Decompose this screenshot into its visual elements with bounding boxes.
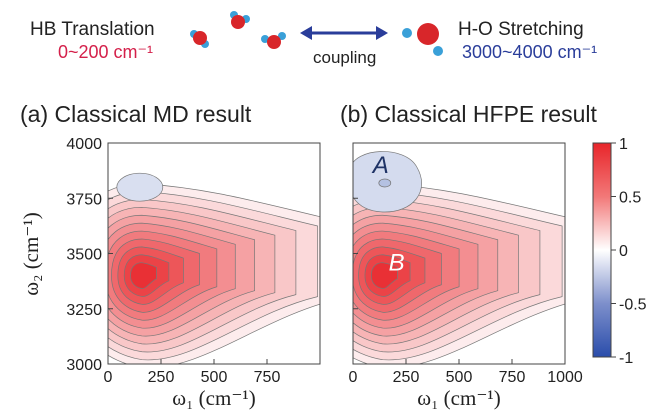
panel-b-axes: 0 250 500 750 1000 [349,142,583,386]
y-axis-label: ω₂ (cm⁻¹) [19,212,43,295]
colorbar-gradient [592,142,612,358]
colorbar-tick-label: -0.5 [619,297,647,314]
x-tick-label: 250 [393,369,420,386]
panel-a-axes: 0 250 500 750 3000 3250 3500 3750 4000 [66,136,280,386]
hb-translation-range: 0~200 cm⁻¹ [58,42,153,62]
water-molecule [261,32,286,49]
colorbar-tick-label: -1 [619,350,633,367]
hb-translation-title: HB Translation [30,19,155,40]
colorbar-tick-label: 1 [619,136,628,153]
colorbar-tick-label: 0 [619,243,628,260]
positive-contour-level [130,262,157,289]
x-tick-label: 750 [254,369,281,386]
feature-label-a: A [371,152,389,179]
y-tick-label: 4000 [66,136,102,153]
panel-a-contours [108,172,320,364]
x-tick-label: 500 [201,369,228,386]
coupling-label: coupling [313,48,376,67]
y-tick-label: 3500 [66,247,102,264]
panel-a-x-axis-label: ω₁ (cm⁻¹) [172,386,255,410]
ho-stretching-range: 3000~4000 cm⁻¹ [462,42,597,62]
water-molecules-left [190,11,286,49]
panel-b-contours [353,151,565,364]
y-tick-label: 3000 [66,357,102,374]
water-molecule [190,30,209,48]
x-tick-label: 250 [148,369,175,386]
ho-stretching-title: H-O Stretching [458,19,584,40]
x-tick-label: 0 [104,369,113,386]
positive-contour-level [370,262,398,289]
panel-a-title: (a) Classical MD result [20,101,252,127]
negative-contour [116,172,164,202]
panel-b-title: (b) Classical HFPE result [340,101,597,127]
x-tick-label: 0 [349,369,358,386]
coupling-arrow [300,26,388,40]
colorbar-ticks: 1 0.5 0 -0.5 -1 [611,136,647,367]
x-tick-label: 1000 [547,369,583,386]
y-tick-label: 3250 [66,302,102,319]
panel-a: 0 250 500 750 3000 3250 3500 3750 4000 [66,136,321,386]
colorbar: 1 0.5 0 -0.5 -1 [592,136,647,367]
x-tick-label: 500 [446,369,473,386]
feature-label-b: B [389,250,405,277]
colorbar-tick-label: 0.5 [619,190,641,207]
x-tick-label: 750 [499,369,526,386]
panel-b: 0 250 500 750 1000 A B [349,142,583,386]
negative-contour-inner [378,178,392,188]
water-molecule [230,11,250,29]
panel-b-x-axis-label: ω₁ (cm⁻¹) [417,386,500,410]
y-tick-label: 3750 [66,191,102,208]
water-molecule-right [402,23,443,56]
